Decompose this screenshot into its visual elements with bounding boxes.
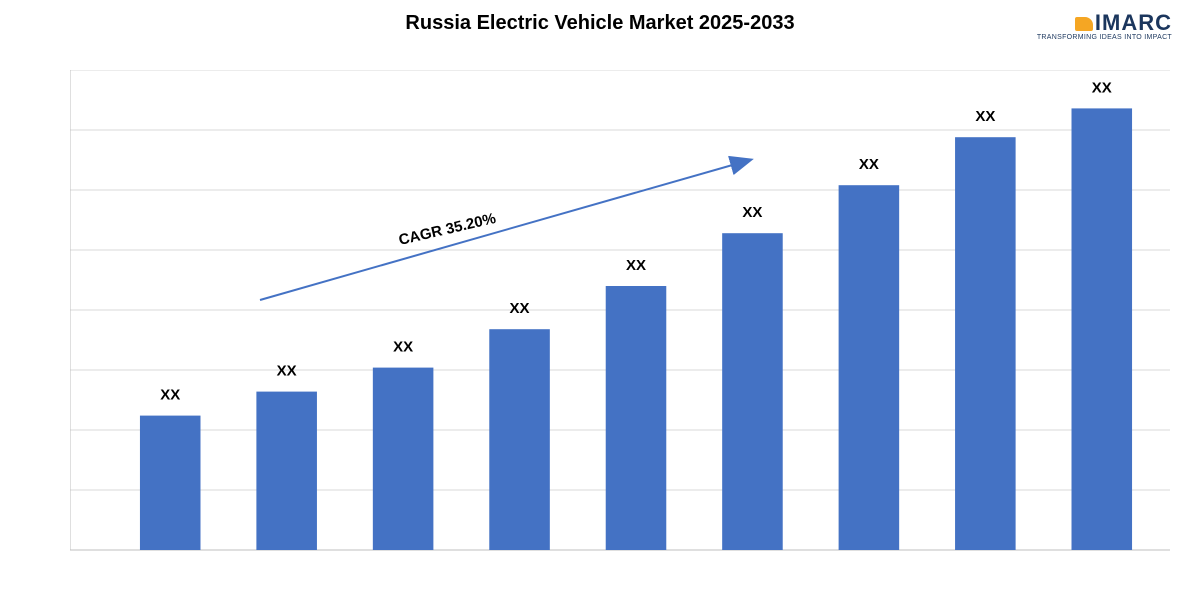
cagr-label: CAGR 35.20%: [397, 210, 497, 249]
bar: [722, 233, 783, 550]
logo-accent-icon: [1075, 17, 1093, 31]
bar-value-label: XX: [393, 339, 413, 356]
bar: [955, 137, 1016, 550]
cagr-arrow: [260, 160, 750, 300]
bar: [140, 416, 201, 550]
logo-main: IMARC: [1037, 10, 1172, 36]
logo-text: IMARC: [1095, 10, 1172, 35]
bar: [1072, 108, 1133, 550]
logo-tagline: TRANSFORMING IDEAS INTO IMPACT: [1037, 34, 1172, 41]
brand-logo: IMARC TRANSFORMING IDEAS INTO IMPACT: [1037, 10, 1172, 41]
bar-value-label: XX: [277, 363, 297, 380]
chart-title: Russia Electric Vehicle Market 2025-2033: [405, 12, 794, 35]
bar: [489, 329, 550, 550]
bar-value-label: XX: [510, 300, 530, 317]
bar-value-label: XX: [975, 108, 995, 125]
bar-value-label: XX: [1092, 79, 1112, 96]
bar-value-label: XX: [626, 257, 646, 274]
bar-value-label: XX: [742, 204, 762, 221]
bar: [839, 185, 900, 550]
bar-value-label: XX: [859, 156, 879, 173]
bar-chart: XX XX XX XX XX XX XX XX XX CAGR 35.20%: [70, 70, 1170, 570]
bar: [373, 368, 434, 550]
bar-value-label: XX: [160, 387, 180, 404]
bar: [606, 286, 667, 550]
chart-svg: XX XX XX XX XX XX XX XX XX CAGR 35.20%: [70, 70, 1170, 570]
bar: [256, 392, 317, 550]
